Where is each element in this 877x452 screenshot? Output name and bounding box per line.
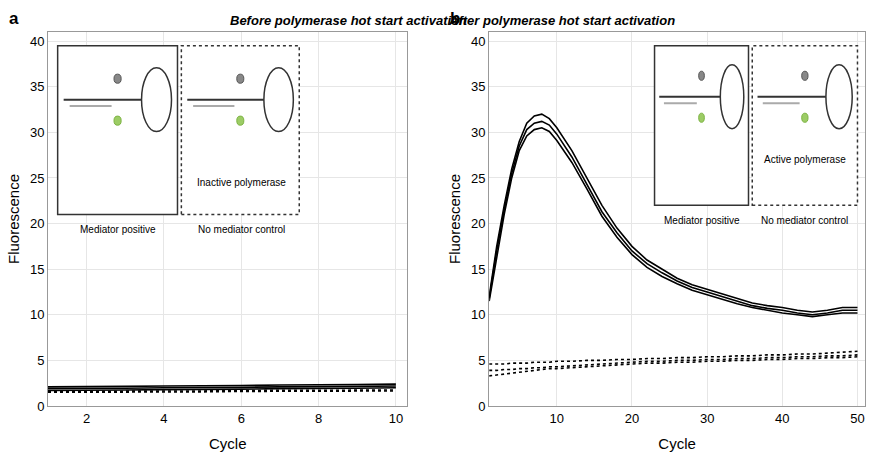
- svg-text:0: 0: [478, 399, 485, 414]
- svg-text:10: 10: [30, 307, 44, 322]
- svg-text:20: 20: [625, 411, 639, 426]
- svg-text:30: 30: [30, 125, 44, 140]
- svg-text:2: 2: [83, 411, 90, 426]
- svg-text:25: 25: [471, 171, 485, 186]
- svg-text:After polymerase hot start act: After polymerase hot start activation: [448, 13, 675, 28]
- svg-text:40: 40: [775, 411, 789, 426]
- svg-text:15: 15: [30, 262, 44, 277]
- svg-text:20: 20: [30, 216, 44, 231]
- svg-text:40: 40: [471, 34, 485, 49]
- svg-text:Fluorescence: Fluorescence: [446, 174, 463, 264]
- svg-text:Active polymerase: Active polymerase: [764, 154, 846, 165]
- svg-text:10: 10: [389, 411, 403, 426]
- svg-text:10: 10: [550, 411, 564, 426]
- svg-text:5: 5: [37, 353, 44, 368]
- svg-text:30: 30: [700, 411, 714, 426]
- svg-text:25: 25: [30, 171, 44, 186]
- svg-text:20: 20: [471, 216, 485, 231]
- svg-text:Mediator positive: Mediator positive: [80, 224, 156, 235]
- svg-text:No mediator control: No mediator control: [761, 215, 848, 226]
- svg-text:4: 4: [160, 411, 167, 426]
- svg-text:40: 40: [30, 34, 44, 49]
- svg-text:8: 8: [315, 411, 322, 426]
- svg-text:Mediator positive: Mediator positive: [664, 215, 740, 226]
- svg-text:50: 50: [850, 411, 864, 426]
- svg-text:0: 0: [37, 399, 44, 414]
- svg-text:b: b: [450, 9, 460, 28]
- svg-text:35: 35: [471, 79, 485, 94]
- svg-text:Inactive polymerase: Inactive polymerase: [197, 177, 286, 188]
- svg-text:30: 30: [471, 125, 485, 140]
- svg-text:15: 15: [471, 262, 485, 277]
- svg-text:No mediator control: No mediator control: [198, 224, 285, 235]
- svg-text:Fluorescence: Fluorescence: [5, 174, 22, 264]
- svg-text:Cycle: Cycle: [658, 435, 696, 452]
- svg-text:35: 35: [30, 79, 44, 94]
- svg-text:10: 10: [471, 307, 485, 322]
- svg-text:Before polymerase hot start ac: Before polymerase hot start activation: [230, 13, 467, 28]
- svg-text:Cycle: Cycle: [209, 435, 247, 452]
- svg-text:6: 6: [238, 411, 245, 426]
- svg-text:5: 5: [478, 353, 485, 368]
- svg-text:a: a: [9, 9, 19, 28]
